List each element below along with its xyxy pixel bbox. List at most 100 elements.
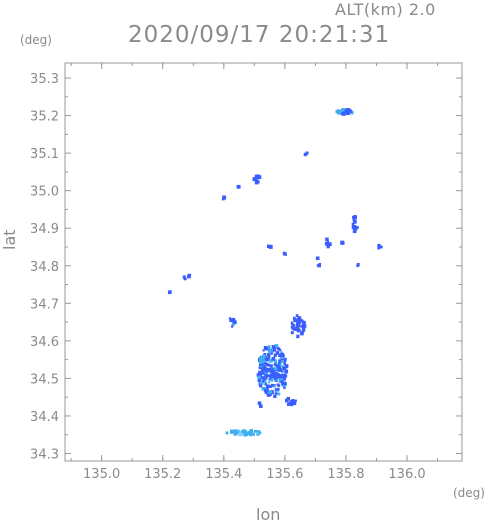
echo-point: [326, 240, 330, 243]
echo-point: [282, 374, 286, 377]
y-tick-label: 35.3: [30, 72, 59, 87]
echo-point: [258, 379, 261, 382]
echo-point: [231, 325, 234, 328]
echo-point: [249, 429, 253, 433]
echo-point: [256, 373, 261, 377]
x-axis-label: lon: [256, 505, 281, 524]
echo-point: [256, 430, 259, 433]
echo-point: [335, 110, 339, 114]
echo-point: [252, 177, 257, 181]
echo-point: [268, 377, 272, 381]
echo-point: [326, 242, 330, 246]
echo-point: [248, 430, 251, 434]
y-tick-label: 34.4: [30, 410, 59, 425]
echo-point: [265, 387, 269, 392]
echo-point: [303, 152, 308, 157]
echo-point: [352, 219, 357, 224]
x-axis-unit: (deg): [453, 486, 485, 500]
echo-point: [184, 277, 187, 281]
echo-point: [277, 362, 282, 367]
echo-point: [251, 431, 254, 434]
echo-point: [273, 359, 277, 363]
echo-point: [243, 433, 247, 437]
echo-point: [263, 361, 267, 365]
echo-point: [272, 375, 275, 379]
echo-point: [256, 433, 259, 436]
echo-point: [261, 386, 266, 391]
echo-point: [341, 111, 346, 116]
echo-point: [291, 328, 294, 331]
echo-point: [352, 229, 356, 234]
echo-point: [269, 385, 273, 388]
echo-point: [283, 377, 286, 380]
echo-point: [267, 363, 271, 367]
echo-point: [258, 363, 261, 366]
echo-point: [259, 358, 263, 362]
x-tick-label: 135.4: [205, 467, 242, 482]
echo-point: [289, 400, 293, 404]
echo-point: [280, 380, 284, 384]
echo-point: [262, 380, 265, 383]
echo-point: [267, 352, 270, 356]
echo-point: [278, 359, 282, 363]
y-tick-label: 34.6: [30, 335, 59, 350]
y-tick-label: 34.5: [30, 372, 59, 387]
echo-point: [300, 325, 303, 328]
echo-point: [379, 245, 383, 249]
echo-point: [277, 347, 281, 351]
echo-point: [262, 365, 266, 369]
echo-point: [273, 373, 277, 377]
echo-point: [256, 180, 260, 184]
echo-point: [296, 328, 301, 333]
x-tick-label: 135.2: [144, 467, 181, 482]
echo-point: [270, 379, 274, 382]
echo-point: [225, 431, 229, 435]
echo-point: [257, 375, 261, 380]
echo-point: [281, 382, 284, 386]
echo-point: [242, 429, 246, 434]
echo-point: [273, 376, 278, 380]
echo-point: [287, 402, 291, 406]
echo-point: [351, 222, 355, 226]
echo-point: [354, 227, 358, 231]
plot-frame: [64, 62, 463, 462]
echo-point: [248, 431, 253, 436]
echo-point: [291, 399, 295, 403]
echo-point: [265, 356, 268, 359]
echo-point: [290, 325, 294, 329]
y-axis-unit: (deg): [20, 33, 52, 47]
echo-point: [377, 246, 380, 250]
echo-point: [276, 368, 279, 372]
echo-point: [237, 185, 240, 188]
echo-point: [275, 364, 280, 369]
echo-point: [286, 397, 290, 401]
echo-point: [259, 360, 263, 364]
echo-point: [257, 175, 262, 180]
echo-point: [267, 347, 271, 351]
echo-point: [301, 325, 306, 330]
echo-point: [268, 244, 273, 249]
echo-point: [269, 350, 273, 355]
echo-point: [269, 364, 273, 368]
echo-point: [230, 431, 233, 434]
echo-point: [254, 429, 257, 433]
echo-point: [341, 108, 345, 112]
echo-point: [228, 317, 231, 320]
echo-point: [168, 290, 172, 294]
echo-point: [264, 374, 269, 378]
echo-point: [276, 383, 280, 387]
echo-points: [167, 108, 383, 437]
echo-point: [274, 344, 279, 348]
echo-point: [282, 382, 286, 385]
x-tick-label: 136.0: [388, 467, 425, 482]
echo-point: [301, 330, 305, 334]
echo-point: [285, 364, 289, 367]
echo-point: [285, 398, 289, 403]
echo-point: [296, 323, 300, 327]
echo-point: [280, 368, 283, 371]
echo-point: [276, 372, 280, 376]
echo-point: [300, 319, 304, 323]
echo-point: [296, 335, 300, 339]
echo-point: [265, 377, 268, 380]
echo-point: [234, 429, 238, 433]
